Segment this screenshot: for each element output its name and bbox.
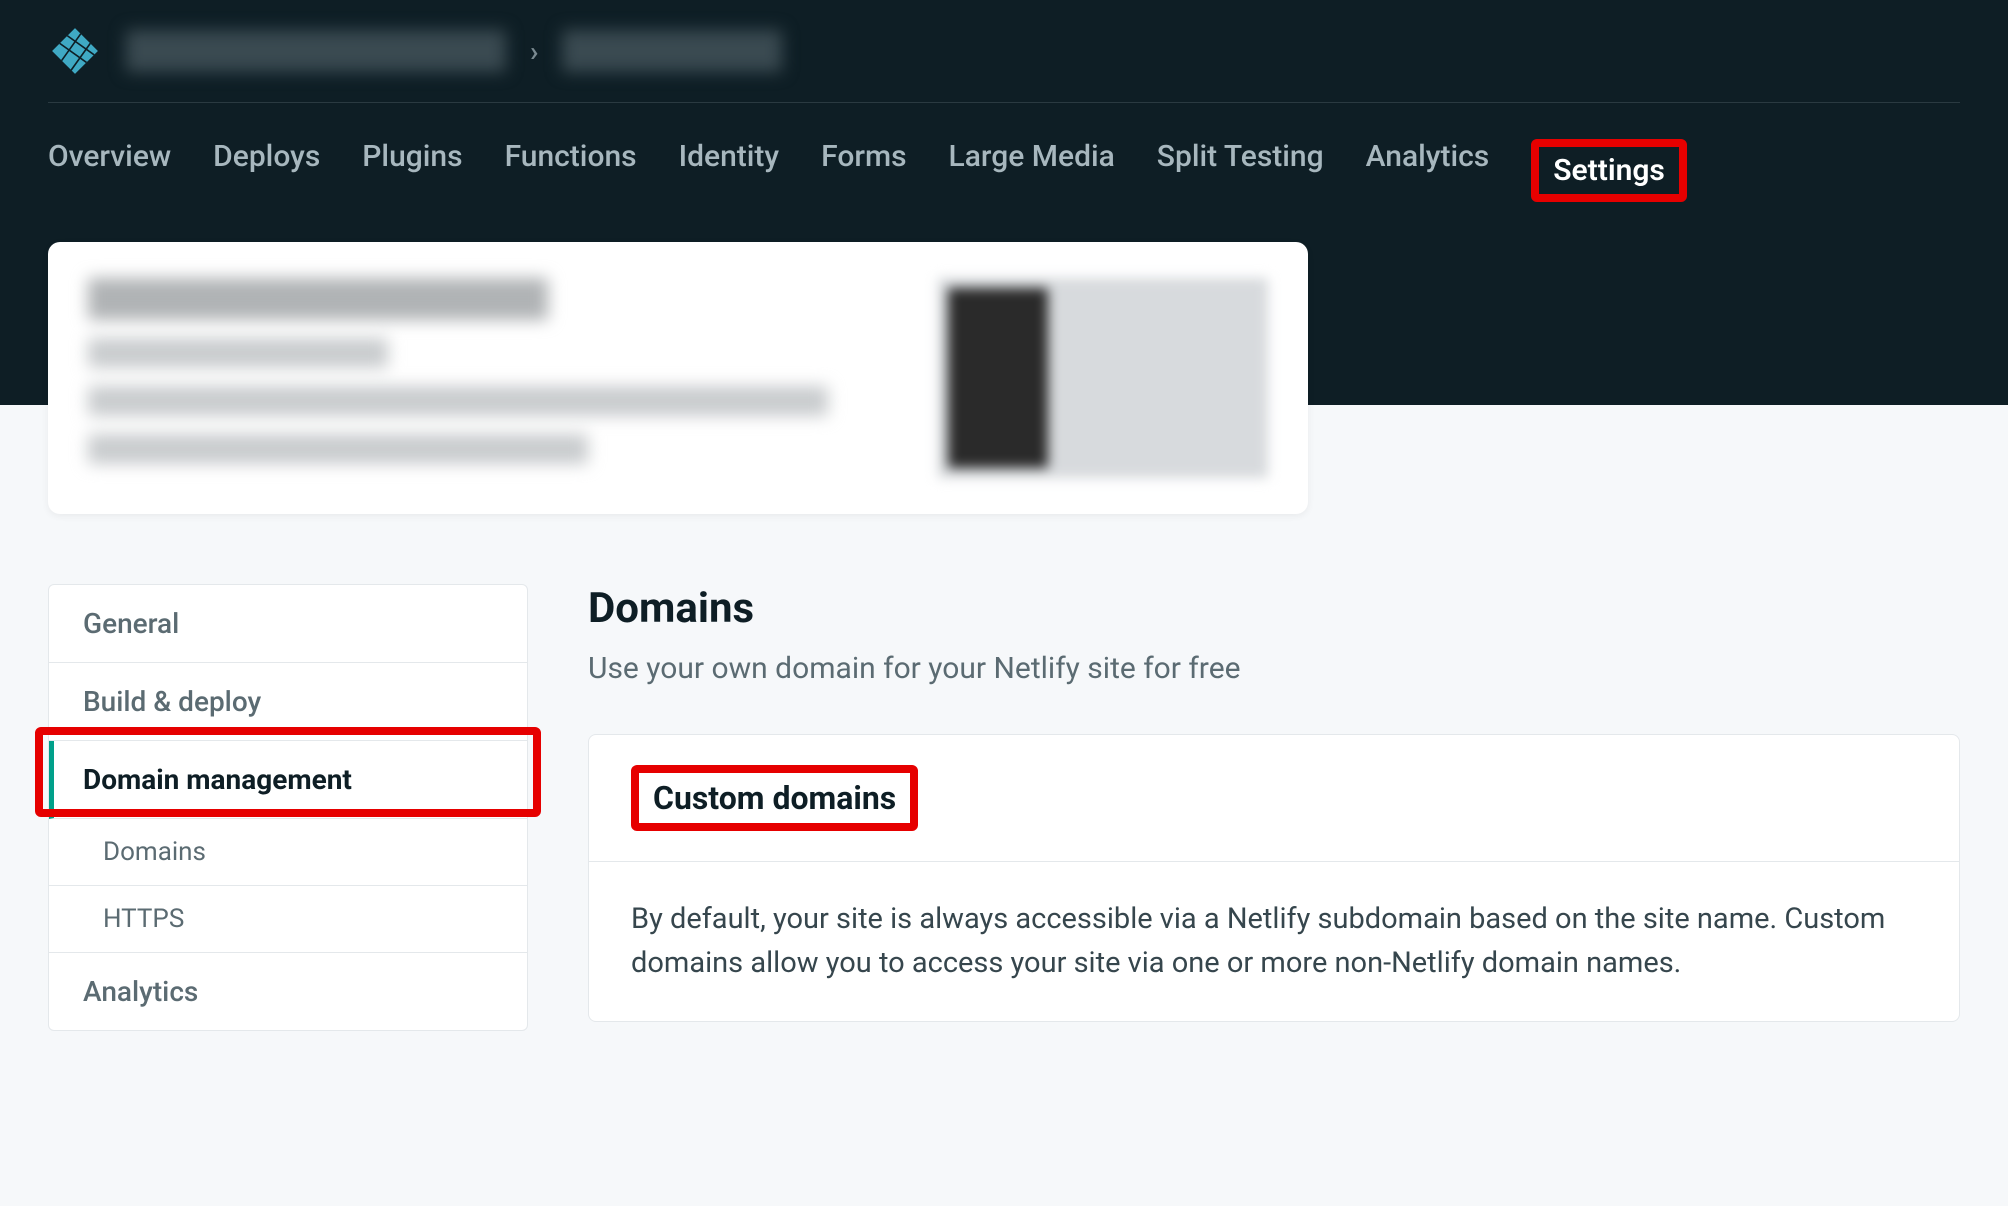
page-subtitle: Use your own domain for your Netlify sit… <box>588 651 1960 686</box>
sidebar-sub-domains[interactable]: Domains <box>49 819 527 886</box>
site-summary-card <box>48 242 1308 514</box>
breadcrumb-team-redacted[interactable] <box>126 30 506 72</box>
chevron-right-icon: › <box>530 35 538 68</box>
highlight-settings: Settings <box>1531 139 1687 202</box>
nav-forms[interactable]: Forms <box>821 139 906 202</box>
site-nav: Overview Deploys Plugins Functions Ident… <box>48 103 1960 242</box>
panel-heading: Custom domains <box>653 779 896 817</box>
nav-deploys[interactable]: Deploys <box>213 139 320 202</box>
site-title-redacted <box>88 278 548 320</box>
panel-body: By default, your site is always accessib… <box>589 862 1959 1021</box>
site-meta-redacted <box>88 386 828 416</box>
settings-main: Domains Use your own domain for your Net… <box>588 584 1960 1022</box>
site-summary-text <box>88 278 898 478</box>
netlify-logo-icon[interactable] <box>48 24 102 78</box>
sidebar-item-analytics[interactable]: Analytics <box>49 953 527 1030</box>
sidebar-item-general[interactable]: General <box>49 585 527 663</box>
nav-split-testing[interactable]: Split Testing <box>1157 139 1324 202</box>
nav-identity[interactable]: Identity <box>679 139 780 202</box>
site-header-section <box>0 242 2008 514</box>
settings-sidebar: General Build & deploy Domain management… <box>48 584 528 1031</box>
nav-functions[interactable]: Functions <box>505 139 637 202</box>
sidebar-item-domain-management[interactable]: Domain management <box>49 741 527 819</box>
settings-content: General Build & deploy Domain management… <box>0 514 2008 1031</box>
site-meta2-redacted <box>88 434 588 464</box>
site-url-redacted <box>88 338 388 368</box>
nav-overview[interactable]: Overview <box>48 139 171 202</box>
custom-domains-panel: Custom domains By default, your site is … <box>588 734 1960 1022</box>
nav-settings[interactable]: Settings <box>1553 153 1665 188</box>
sidebar-item-build-deploy[interactable]: Build & deploy <box>49 663 527 741</box>
page-title: Domains <box>588 584 1960 633</box>
topbar: › Overview Deploys Plugins Functions Ide… <box>0 0 2008 242</box>
breadcrumb: › <box>48 24 1960 103</box>
sidebar-sub-https[interactable]: HTTPS <box>49 886 527 953</box>
site-thumbnail-redacted <box>938 278 1268 478</box>
panel-header: Custom domains <box>589 735 1959 862</box>
nav-plugins[interactable]: Plugins <box>362 139 462 202</box>
highlight-custom-domains: Custom domains <box>631 765 918 831</box>
nav-analytics[interactable]: Analytics <box>1366 139 1490 202</box>
breadcrumb-site-redacted[interactable] <box>562 30 782 72</box>
nav-large-media[interactable]: Large Media <box>949 139 1115 202</box>
